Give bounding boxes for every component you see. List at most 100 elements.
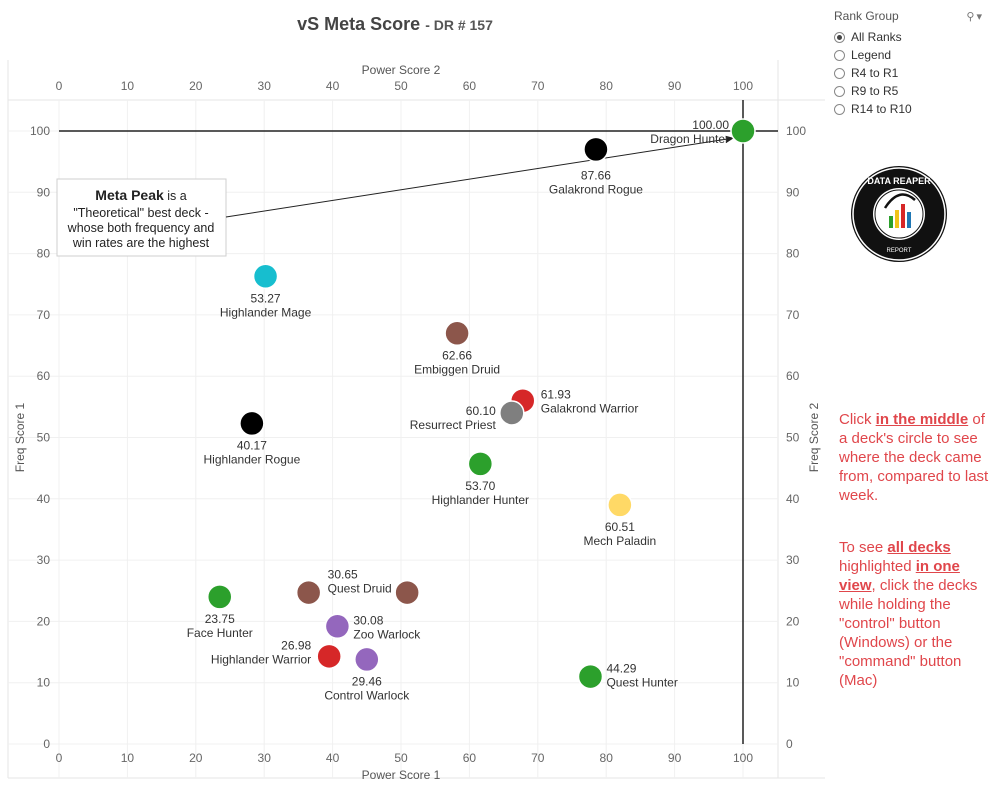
deck-point-mech-paladin[interactable] bbox=[607, 492, 633, 518]
deck-point-control-warlock[interactable] bbox=[354, 646, 380, 673]
deck-score-label: 26.98 bbox=[281, 638, 311, 652]
rank-option-r14-r10[interactable]: R14 to R10 bbox=[834, 100, 984, 118]
x-tick-label-top: 30 bbox=[258, 79, 272, 93]
deck-name-label: Galakrond Rogue bbox=[549, 182, 643, 196]
deck-point-highlander-rogue[interactable] bbox=[239, 410, 265, 437]
x-tick-label: 50 bbox=[394, 751, 408, 765]
y-tick-label: 90 bbox=[37, 185, 51, 199]
deck-score-label: 30.08 bbox=[353, 613, 383, 627]
y-tick-label: 60 bbox=[37, 369, 51, 383]
deck-point-zoo-warlock[interactable] bbox=[324, 613, 351, 640]
deck-name-label: Highlander Warrior bbox=[211, 652, 311, 666]
meta-peak-arrowhead bbox=[725, 135, 734, 143]
y-axis-title: Freq Score 1 bbox=[13, 402, 27, 472]
deck-name-label: Resurrect Priest bbox=[410, 418, 497, 432]
x-tick-label-top: 70 bbox=[531, 79, 545, 93]
x-tick-label-top: 40 bbox=[326, 79, 340, 93]
rank-group-filter: Rank Group ⚲▾ All Ranks Legend R4 to R1 … bbox=[834, 9, 984, 118]
x-tick-label-top: 100 bbox=[733, 79, 753, 93]
y-tick-label: 30 bbox=[37, 553, 51, 567]
y-tick-label: 70 bbox=[37, 308, 51, 322]
deck-name-label: Mech Paladin bbox=[584, 534, 657, 548]
x-axis-title: Power Score 1 bbox=[362, 768, 441, 782]
deck-name-label: Galakrond Warrior bbox=[541, 402, 639, 416]
y-tick-label-right: 30 bbox=[786, 553, 800, 567]
deck-point-quest-hunter[interactable] bbox=[577, 663, 604, 690]
deck-point-resurrect-priest[interactable] bbox=[499, 400, 525, 426]
x-tick-label-top: 10 bbox=[121, 79, 135, 93]
deck-point-quest-druid[interactable] bbox=[394, 579, 420, 606]
dropdown-chevron-icon[interactable]: ▾ bbox=[976, 10, 984, 23]
deck-point-galakrond-rogue[interactable] bbox=[583, 136, 609, 163]
deck-score-label: 40.17 bbox=[237, 438, 267, 452]
deck-point-highlander-hunter[interactable] bbox=[467, 451, 494, 477]
meta-peak-annotation-line: Meta Peak is a bbox=[95, 187, 186, 203]
y-tick-label: 40 bbox=[37, 492, 51, 506]
radio-icon[interactable] bbox=[834, 31, 845, 43]
y-tick-label-right: 10 bbox=[786, 676, 800, 690]
deck-point-face-hunter[interactable] bbox=[206, 584, 233, 610]
instruction-note-click-middle: Click in the middle of a deck's circle t… bbox=[839, 411, 989, 504]
x-tick-label: 20 bbox=[189, 751, 203, 765]
deck-score-label: 23.75 bbox=[205, 612, 235, 626]
radio-icon[interactable] bbox=[834, 85, 845, 97]
y-tick-label: 0 bbox=[43, 737, 50, 751]
x-tick-label: 0 bbox=[56, 751, 63, 765]
x-tick-label-top: 80 bbox=[600, 79, 614, 93]
deck-point-quest-druid[interactable] bbox=[295, 579, 322, 606]
deck-point-dragon-hunter[interactable] bbox=[730, 118, 756, 144]
svg-text:DATA REAPER: DATA REAPER bbox=[867, 176, 931, 186]
deck-score-label: 44.29 bbox=[606, 662, 636, 676]
y-tick-label-right: 0 bbox=[786, 737, 793, 751]
deck-score-label: 61.93 bbox=[541, 388, 571, 402]
y-tick-label-right: 80 bbox=[786, 247, 800, 261]
svg-text:REPORT: REPORT bbox=[887, 248, 912, 254]
rank-option-r4-r1[interactable]: R4 to R1 bbox=[834, 64, 984, 82]
deck-point-embiggen-druid[interactable] bbox=[444, 320, 470, 347]
rank-option-r9-r5[interactable]: R9 to R5 bbox=[834, 82, 984, 100]
meta-peak-pointer-line bbox=[225, 137, 735, 218]
deck-score-label: 29.46 bbox=[352, 674, 382, 688]
data-reaper-logo-icon: DATA REAPER REPORT bbox=[851, 166, 947, 262]
deck-score-label: 60.51 bbox=[605, 520, 635, 534]
deck-name-label: Quest Hunter bbox=[606, 676, 677, 690]
rank-option-legend[interactable]: Legend bbox=[834, 46, 984, 64]
deck-point-highlander-mage[interactable] bbox=[252, 263, 279, 290]
y-tick-label-right: 40 bbox=[786, 492, 800, 506]
search-icon[interactable]: ⚲ bbox=[966, 10, 977, 23]
meta-peak-annotation-line: win rates are the highest bbox=[72, 236, 210, 250]
x-tick-label: 80 bbox=[600, 751, 614, 765]
deck-name-label: Highlander Hunter bbox=[432, 493, 529, 507]
radio-icon[interactable] bbox=[834, 103, 845, 115]
deck-name-label: Highlander Mage bbox=[220, 305, 312, 319]
x-tick-label: 40 bbox=[326, 751, 340, 765]
x-tick-label: 60 bbox=[463, 751, 477, 765]
radio-icon[interactable] bbox=[834, 67, 845, 79]
y-axis-title-right: Freq Score 2 bbox=[807, 402, 821, 472]
x-tick-label-top: 90 bbox=[668, 79, 682, 93]
y-tick-label: 10 bbox=[37, 676, 51, 690]
x-tick-label: 90 bbox=[668, 751, 682, 765]
y-tick-label-right: 50 bbox=[786, 431, 800, 445]
x-tick-label-top: 50 bbox=[394, 79, 408, 93]
meta-peak-annotation-box bbox=[56, 178, 227, 257]
y-tick-label-right: 20 bbox=[786, 614, 800, 628]
deck-point-highlander-warrior[interactable] bbox=[316, 643, 342, 670]
scatter-plot[interactable]: 0010102020303040405050606070708080909010… bbox=[0, 0, 830, 788]
deck-score-label: 30.65 bbox=[328, 568, 358, 582]
y-tick-label-right: 100 bbox=[786, 124, 806, 138]
y-tick-label: 50 bbox=[37, 431, 51, 445]
meta-peak-annotation-line: whose both frequency and bbox=[67, 221, 215, 235]
deck-score-label: 53.27 bbox=[251, 291, 281, 305]
rank-option-all-ranks[interactable]: All Ranks bbox=[834, 28, 984, 46]
chart-title: vS Meta Score - DR # 157 bbox=[297, 14, 493, 34]
x-tick-label-top: 20 bbox=[189, 79, 203, 93]
x-axis-title-top: Power Score 2 bbox=[362, 63, 441, 77]
x-tick-label: 70 bbox=[531, 751, 545, 765]
x-tick-label: 100 bbox=[733, 751, 753, 765]
y-tick-label-right: 90 bbox=[786, 185, 800, 199]
deck-score-label: 87.66 bbox=[581, 168, 611, 182]
deck-score-label: 100.00 bbox=[692, 118, 729, 132]
radio-icon[interactable] bbox=[834, 49, 845, 61]
rank-group-heading: Rank Group bbox=[834, 9, 899, 23]
